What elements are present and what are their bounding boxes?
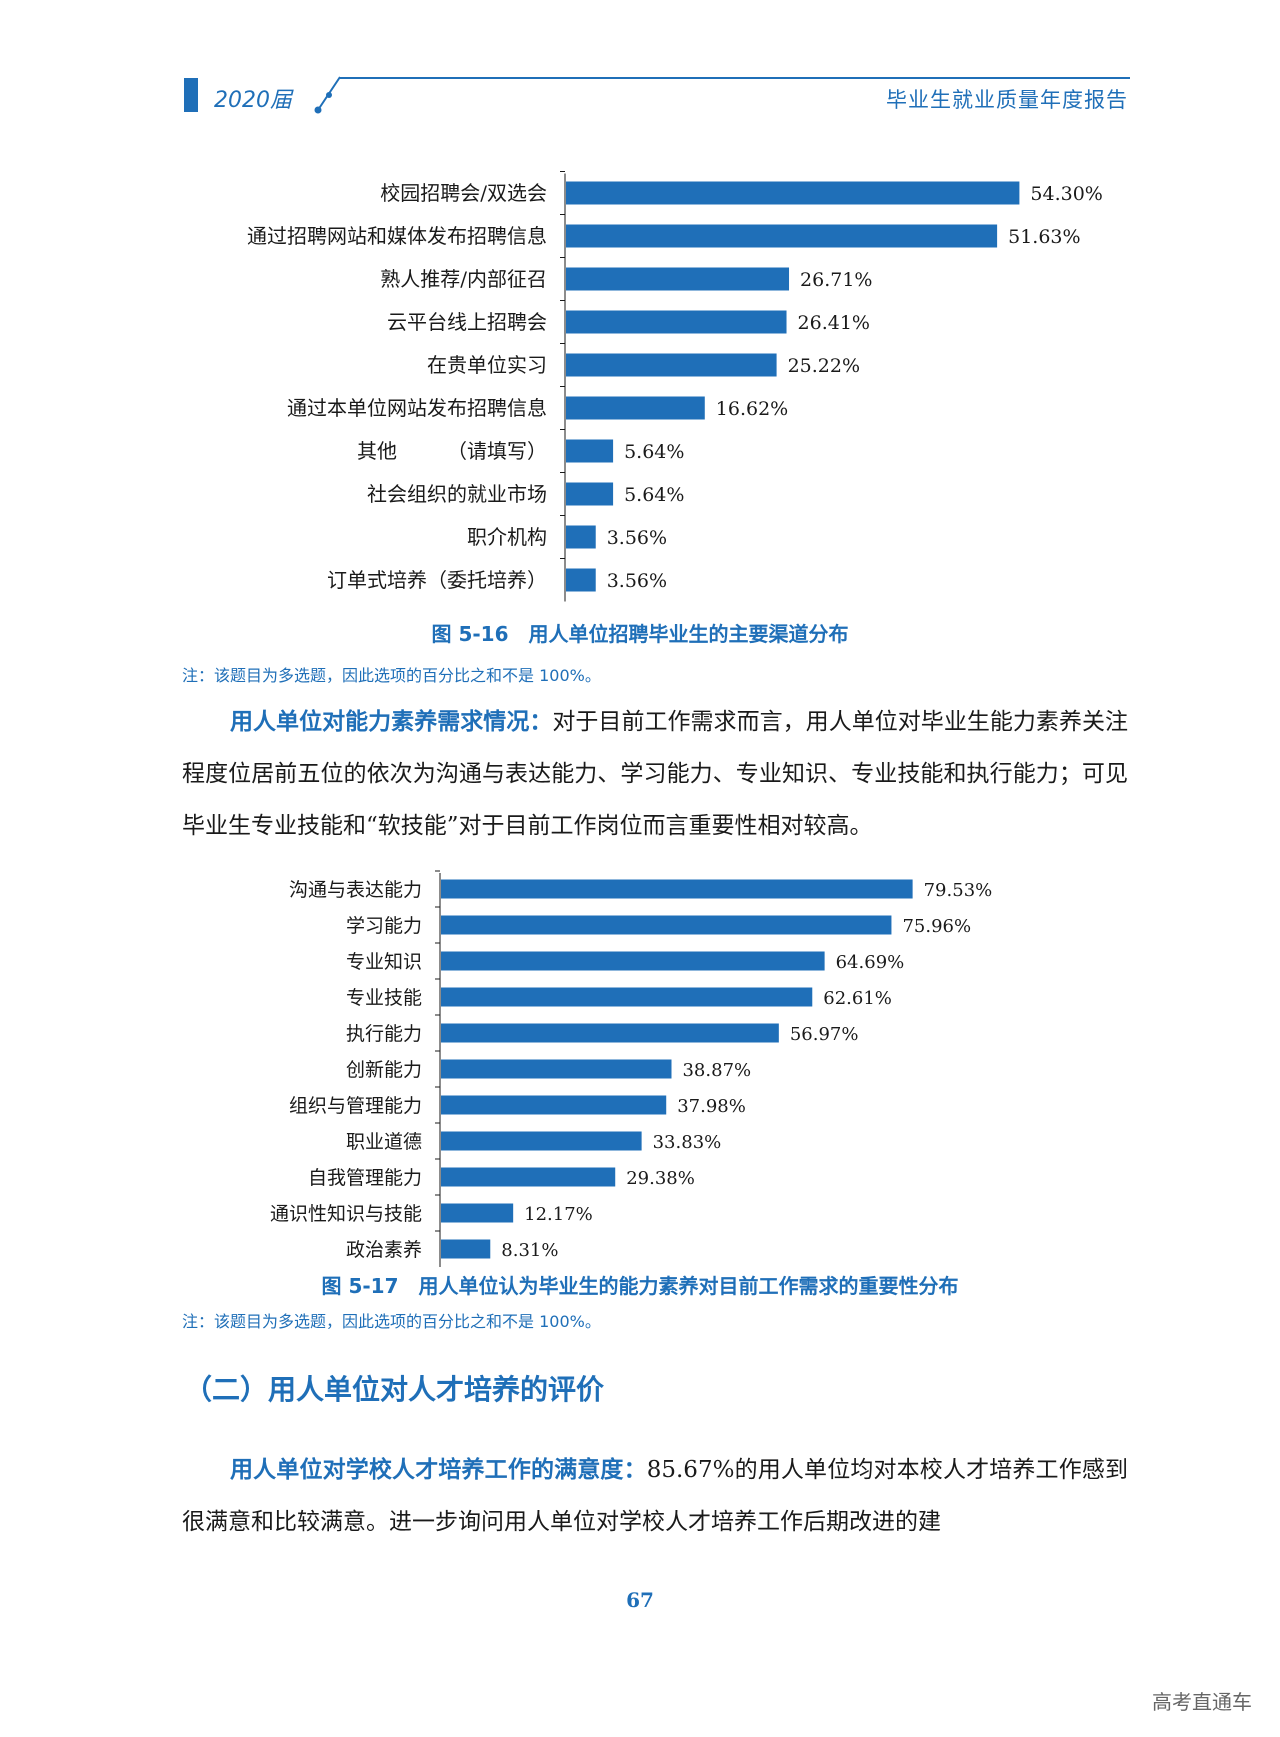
bar (566, 439, 614, 463)
bar (566, 310, 787, 334)
bar (566, 224, 998, 248)
category-label: 沟通与表达能力 (289, 879, 422, 901)
category-label: 熟人推荐/内部征召 (380, 267, 547, 291)
value-label: 25.22% (788, 355, 860, 377)
value-label: 64.69% (836, 952, 905, 973)
category-label: 云平台线上招聘会 (387, 310, 547, 334)
ability-demand-body: 对于目前工作需求而言，用人单位对毕业生能力素养关注程度位居前五位的依次为沟通与表… (182, 709, 1129, 839)
page-header: 2020届 毕业生就业质量年度报告 (0, 0, 1280, 130)
category-label: 职业道德 (346, 1131, 422, 1153)
category-label: 职介机构 (467, 525, 547, 549)
bar (441, 1059, 672, 1079)
value-label: 3.56% (607, 527, 667, 549)
value-label: 26.41% (798, 312, 870, 334)
bar (441, 879, 913, 899)
value-label: 5.64% (624, 484, 684, 506)
category-label: 通过本单位网站发布招聘信息 (287, 396, 547, 420)
value-label: 79.53% (924, 880, 993, 901)
value-label: 38.87% (682, 1060, 751, 1081)
category-label: 创新能力 (346, 1059, 422, 1081)
watermark: 高考直通车 (1152, 1690, 1252, 1714)
value-label: 26.71% (800, 269, 872, 291)
category-label: 社会组织的就业市场 (367, 482, 547, 506)
category-label: 在贵单位实习 (427, 353, 547, 377)
category-label: 执行能力 (346, 1023, 422, 1045)
category-label: 通过招聘网站和媒体发布招聘信息 (247, 224, 547, 248)
value-label: 12.17% (524, 1204, 593, 1225)
category-label: 订单式培养（委托培养） (327, 568, 547, 592)
value-label: 33.83% (653, 1132, 722, 1153)
bar (441, 987, 813, 1007)
value-label: 37.98% (677, 1096, 746, 1117)
section-title: （二）用人单位对人才培养的评价 (184, 1373, 605, 1406)
bar (441, 915, 892, 935)
figure-5-17-caption: 图 5-17 用人单位认为毕业生的能力素养对目前工作需求的重要性分布 (321, 1274, 959, 1298)
ability-demand-lead: 用人单位对能力素养需求情况： (230, 709, 553, 735)
ability-importance-svg: 沟通与表达能力 79.53% 学习能力 75.96% 专业知识 64.69% 专业技能 62.… (270, 870, 993, 1267)
figure-5-16-caption: 图 5-16 用人单位招聘毕业生的主要渠道分布 (431, 622, 849, 646)
page-number: 67 (626, 1588, 654, 1612)
category-label: 专业知识 (346, 951, 422, 973)
bar (566, 396, 705, 420)
value-label: 29.38% (626, 1168, 695, 1189)
value-label: 75.96% (902, 916, 971, 937)
satisfaction-lead: 用人单位对学校人才培养工作的满意度： (230, 1457, 647, 1483)
bar (441, 1239, 491, 1259)
header-accent-bar (184, 78, 198, 112)
value-label: 51.63% (1008, 226, 1080, 248)
category-label: 校园招聘会/双选会 (380, 181, 547, 205)
bar (441, 1023, 779, 1043)
value-label: 16.62% (716, 398, 788, 420)
bar (566, 525, 596, 549)
bar (566, 482, 614, 506)
bar (441, 951, 825, 971)
satisfaction-paragraph: 用人单位对学校人才培养工作的满意度：85.67%的用人单位均对本校人才培养工作感… (182, 1444, 1128, 1548)
bar (566, 181, 1020, 205)
bar (566, 267, 790, 291)
header-rule (340, 77, 1130, 79)
channel-distribution-svg: 校园招聘会/双选会 54.30% 通过招聘网站和媒体发布招聘信息 51.63% 熟人推荐… (247, 171, 1103, 602)
channel-distribution-chart: 校园招聘会/双选会 54.30% 通过招聘网站和媒体发布招聘信息 51.63% 熟人推荐… (0, 160, 1280, 610)
category-label: 专业技能 (346, 987, 422, 1009)
bar (441, 1203, 514, 1223)
figure-5-16-note: 注：该题目为多选题，因此选项的百分比之和不是 100%。 (182, 666, 601, 685)
ability-demand-paragraph: 用人单位对能力素养需求情况：对于目前工作需求而言，用人单位对毕业生能力素养关注程… (182, 696, 1128, 852)
value-label: 54.30% (1030, 183, 1102, 205)
bar (441, 1095, 667, 1115)
header-report-title: 毕业生就业质量年度报告 (886, 88, 1128, 112)
header-year: 2020届 (214, 88, 292, 113)
satisfaction-body: 85.67%的用人单位均对本校人才培养工作感到很满意和比较满意。进一步询问用人单… (182, 1457, 1129, 1535)
bar (566, 568, 596, 592)
category-label: 通识性知识与技能 (270, 1203, 422, 1225)
category-label: 组织与管理能力 (289, 1095, 422, 1117)
header-decoration-icon (314, 76, 341, 114)
category-label: 政治素养 (346, 1239, 422, 1261)
bar (441, 1131, 642, 1151)
bar (566, 353, 777, 377)
value-label: 8.31% (501, 1240, 558, 1261)
value-label: 5.64% (624, 441, 684, 463)
value-label: 3.56% (607, 570, 667, 592)
bar (441, 1167, 616, 1187)
value-label: 62.61% (823, 988, 892, 1009)
figure-5-17-note: 注：该题目为多选题，因此选项的百分比之和不是 100%。 (182, 1312, 601, 1331)
value-label: 56.97% (790, 1024, 859, 1045)
category-label: 其他 （请填写） (357, 439, 547, 463)
ability-importance-chart: 沟通与表达能力 79.53% 学习能力 75.96% 专业知识 64.69% 专业技能 62.… (0, 860, 1280, 1267)
category-label: 自我管理能力 (308, 1167, 422, 1189)
category-label: 学习能力 (346, 915, 422, 937)
